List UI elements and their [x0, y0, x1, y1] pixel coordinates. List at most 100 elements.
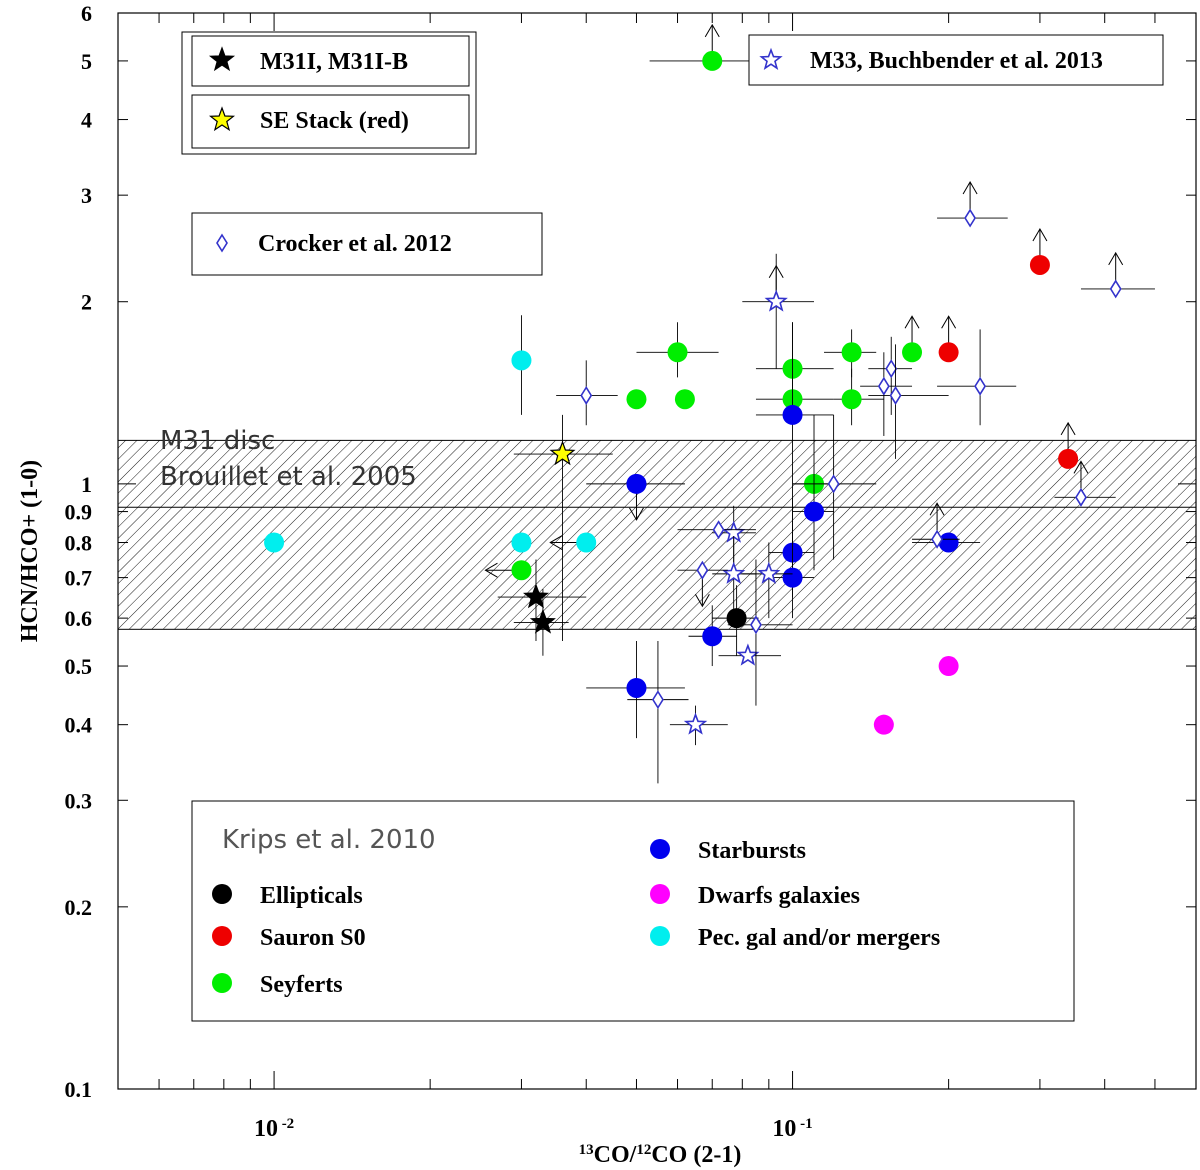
seyferts-upper-arrow-head	[704, 23, 720, 38]
seyferts-point	[626, 389, 647, 410]
seyferts-point	[484, 560, 532, 581]
m33-buchbender-et-al-2013-marker	[764, 289, 788, 312]
legend-stack-marker	[208, 106, 236, 132]
legend-m33-label: M33, Buchbender et al. 2013	[810, 48, 1103, 74]
crocker-et-al-2012-marker	[712, 520, 725, 540]
plot-frame	[117, 12, 1197, 1090]
se-stack-red-point	[513, 414, 613, 641]
m33-buchbender-et-al-2013-upper-arrow-head	[768, 264, 784, 278]
ellipticals-marker	[726, 608, 747, 629]
starbursts-point	[586, 473, 685, 521]
y-tick-label: 0.3	[65, 788, 93, 813]
legend-stack-box	[191, 94, 470, 149]
pec-gal-and-or-mergers-left-arrow-head	[549, 535, 563, 550]
sauron-s0-marker	[938, 342, 959, 363]
m31i-m31i-b-marker	[522, 583, 550, 609]
legend-seyferts-dot	[212, 973, 232, 993]
legend-stack-label: SE Stack (red)	[260, 108, 409, 134]
crocker-et-al-2012-marker	[974, 376, 987, 396]
legend-m31-star-icon	[208, 46, 236, 72]
legend-m33-group: M33, Buchbender et al. 2013	[748, 34, 1164, 86]
x-tick-label: 10 -2	[254, 1116, 294, 1142]
sauron-s0-point	[1058, 421, 1079, 469]
m33-buchbender-et-al-2013-point	[669, 705, 728, 746]
legend-crocker-diamond-icon	[216, 233, 228, 253]
legend-starbursts-label: Starbursts	[698, 838, 806, 864]
legend-ellipticals-label: Ellipticals	[260, 883, 363, 909]
se-stack-red-marker	[549, 440, 576, 466]
crocker-et-al-2012-point	[860, 352, 913, 436]
legend-krips-box	[191, 800, 1075, 1022]
y-tick-label: 1	[81, 472, 92, 497]
m33-buchbender-et-al-2013-marker	[757, 561, 781, 584]
crocker-et-al-2012-point	[677, 560, 728, 608]
pec-gal-and-or-mergers-point	[264, 532, 285, 553]
pec-gal-and-or-mergers-marker	[576, 532, 597, 553]
sauron-s0-upper-arrow-head	[941, 315, 957, 329]
seyferts-marker	[841, 389, 862, 410]
starbursts-marker	[782, 404, 803, 425]
y-tick-label: 5	[81, 49, 92, 74]
y-tick-labels: 0.1 0.2 0.3 0.4 0.5 0.6 0.7 0.8 0.9 1 2 3 4 5 6	[65, 1, 93, 1102]
x-tick-label-base: 10	[772, 1116, 796, 1142]
m33-buchbender-et-al-2013-point	[718, 643, 781, 666]
band-label-line1: M31 disc	[160, 426, 275, 456]
dwarfs-galaxies-point	[938, 656, 959, 677]
x-tick-label-exp: -1	[796, 1116, 812, 1132]
legend-stack-star-icon	[208, 106, 236, 132]
legend-sauron-dot	[212, 926, 232, 946]
seyferts-marker	[626, 389, 647, 410]
sauron-s0-upper-arrow-head	[1032, 227, 1048, 242]
m31i-m31i-b-marker	[529, 608, 556, 634]
y-tick-label: 0.9	[65, 500, 93, 525]
x-tick-label-base: 10	[254, 1116, 278, 1142]
sauron-s0-marker	[1058, 448, 1079, 469]
m31i-m31i-b-point	[497, 559, 587, 641]
band-label-line2: Brouillet et al. 2005	[160, 462, 417, 492]
y-tick-label: 0.6	[65, 606, 93, 631]
crocker-et-al-2012-point	[1054, 460, 1116, 507]
crocker-et-al-2012-marker	[877, 376, 890, 396]
crocker-et-al-2012-point	[937, 181, 1008, 228]
legend-m33-marker	[759, 47, 783, 70]
starbursts-point	[768, 526, 815, 619]
m33-buchbender-et-al-2013-point	[742, 542, 793, 619]
y-tick-label: 6	[81, 1, 92, 26]
crocker-et-al-2012-point	[1080, 251, 1155, 299]
legend-m33-open-star-icon	[759, 47, 783, 70]
seyferts-marker	[841, 342, 862, 363]
x-axis-title-part2: CO (2-1)	[651, 1142, 741, 1168]
legend-m31-group: M31I, M31I-B SE Stack (red)	[181, 31, 477, 155]
x-axis-title-sup2: 12	[636, 1142, 651, 1158]
y-tick-label: 0.7	[65, 566, 93, 591]
legend-m31-marker	[208, 46, 236, 72]
starbursts-marker	[782, 567, 803, 588]
pec-gal-and-or-mergers-point	[511, 315, 532, 415]
dwarfs-galaxies-marker	[938, 656, 959, 677]
axis-ticks	[117, 12, 1196, 1090]
starbursts-marker	[804, 501, 825, 522]
m33-buchbender-et-al-2013-marker	[736, 643, 760, 666]
m33-buchbender-et-al-2013-marker	[683, 712, 708, 735]
crocker-et-al-2012-point	[792, 414, 877, 560]
dwarfs-galaxies-point	[873, 714, 894, 735]
starbursts-marker	[702, 626, 723, 647]
seyferts-point	[902, 315, 923, 363]
seyferts-marker	[674, 389, 695, 410]
crocker-et-al-2012-point	[912, 502, 960, 549]
seyferts-marker	[902, 342, 923, 363]
legend-ellipticals-dot	[212, 884, 232, 904]
seyferts-left-arrow-head	[484, 562, 498, 578]
starbursts-lower-arrow-head	[629, 507, 644, 521]
sauron-s0-upper-arrow-head	[1060, 421, 1076, 436]
legend-crocker-group: Crocker et al. 2012	[191, 212, 543, 276]
legend-pec-label: Pec. gal and/or mergers	[698, 925, 940, 951]
seyferts-point	[636, 322, 719, 378]
x-axis-title-part1: CO/	[594, 1142, 637, 1168]
crocker-et-al-2012-marker	[931, 529, 944, 549]
crocker-et-al-2012-marker	[1109, 279, 1122, 299]
x-axis-title-sup1: 13	[579, 1142, 594, 1158]
legend-krips-group: Krips et al. 2010 Ellipticals Sauron S0 …	[191, 800, 1075, 1022]
crocker-et-al-2012-marker	[964, 208, 977, 228]
